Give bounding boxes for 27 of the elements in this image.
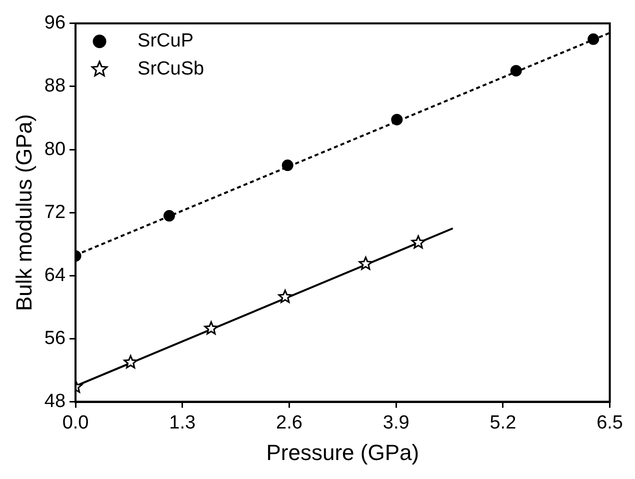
y-tick-label: 64	[44, 264, 66, 286]
point	[391, 114, 403, 126]
x-tick-label: 2.6	[276, 412, 302, 434]
legend-label: SrCuSb	[138, 58, 204, 80]
x-tick-label: 5.2	[490, 412, 516, 434]
x-tick-label: 3.9	[382, 412, 410, 434]
point	[510, 64, 522, 76]
y-tick-label: 56	[44, 328, 66, 349]
y-tick-label: 48	[44, 391, 66, 412]
x-axis-title: Pressure (GPa)	[266, 440, 420, 465]
point	[124, 355, 138, 368]
y-tick-label: 96	[44, 12, 66, 34]
point	[204, 321, 218, 334]
x-tick-label: 1.3	[169, 412, 196, 434]
y-axis-title: Bulk modulus (GPa)	[11, 114, 36, 312]
y-tick-label: 72	[44, 202, 66, 223]
legend-label: SrCuP	[138, 30, 194, 52]
point	[282, 160, 294, 172]
y-tick-label: 88	[44, 76, 66, 97]
y-tick-label: 80	[44, 138, 66, 160]
x-tick-label: 6.5	[596, 412, 624, 434]
point	[411, 235, 426, 249]
point	[163, 210, 175, 222]
point	[358, 256, 373, 270]
point	[588, 33, 600, 45]
x-tick-label: 0.0	[62, 412, 89, 434]
point	[278, 290, 292, 303]
